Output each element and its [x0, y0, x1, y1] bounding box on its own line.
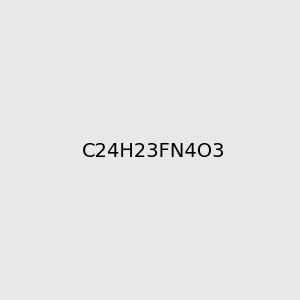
Text: C24H23FN4O3: C24H23FN4O3 — [82, 142, 226, 161]
